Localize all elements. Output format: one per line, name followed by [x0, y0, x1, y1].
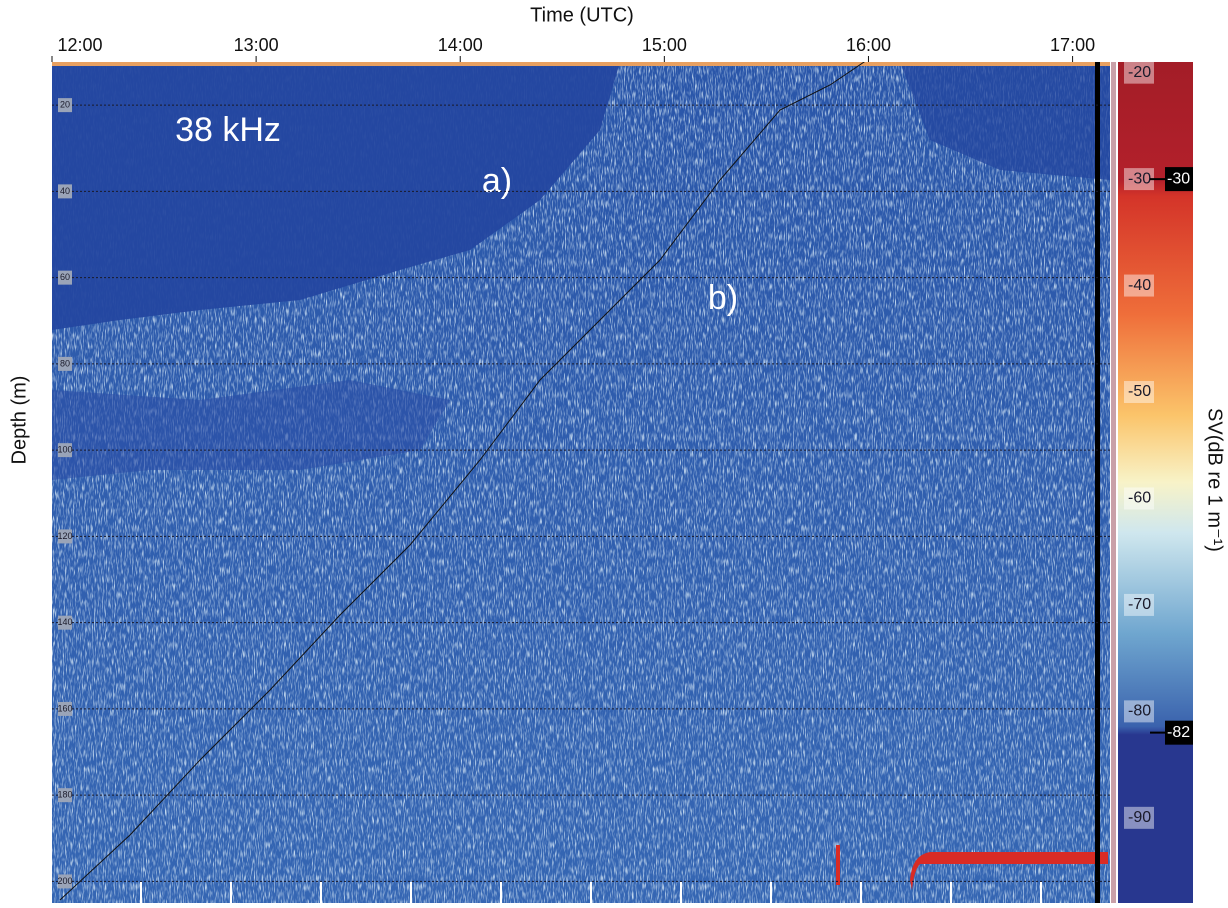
x-axis-label: Time (UTC) [530, 4, 634, 26]
y-tick-label: 120 [57, 531, 72, 541]
y-tick-label: 100 [57, 445, 72, 455]
y-tick-label: 160 [57, 703, 72, 713]
echogram [52, 58, 1110, 903]
colorbar-tick-label: -40 [1128, 277, 1151, 294]
chart: Time (UTC) Depth (m) SV(dB re 1 m⁻¹) 38 … [0, 0, 1228, 903]
colorbar-tick-label: -50 [1128, 383, 1151, 400]
x-tick-label: 12:00 [57, 35, 102, 55]
y-tick-label: 200 [57, 876, 72, 886]
colorbar-edge [1111, 62, 1116, 903]
x-tick-label: 14:00 [438, 35, 483, 55]
colorbar-tick-label: -20 [1128, 64, 1151, 81]
threshold-label: -30 [1167, 170, 1190, 187]
colorbar-tick-label: -90 [1128, 809, 1151, 826]
annotation: a) [482, 162, 512, 200]
colorbar-tick-label: -80 [1128, 703, 1151, 720]
colorbar-tick-label: -30 [1128, 170, 1151, 187]
y-tick-label: 180 [57, 790, 72, 800]
x-tick-label: 13:00 [234, 35, 279, 55]
y-tick-label: 140 [57, 617, 72, 627]
y-tick-label: 60 [60, 272, 70, 282]
colorbar-label: SV(dB re 1 m⁻¹) [1204, 408, 1226, 552]
seabed-echo [836, 845, 840, 885]
colorbar-tick-label: -70 [1128, 596, 1151, 613]
colorbar-tick-label: -60 [1128, 490, 1151, 507]
x-tick-label: 16:00 [846, 35, 891, 55]
annotation: b) [708, 279, 738, 317]
marker-line [1095, 62, 1100, 903]
y-tick-label: 40 [60, 186, 70, 196]
annotation: 38 kHz [175, 111, 281, 149]
x-tick-label: 17:00 [1050, 35, 1095, 55]
y-tick-label: 80 [60, 358, 70, 368]
y-tick-label: 20 [60, 100, 70, 110]
threshold-label: -82 [1167, 724, 1190, 741]
surface [52, 62, 1110, 66]
y-axis-label: Depth (m) [8, 376, 30, 465]
x-tick-label: 15:00 [642, 35, 687, 55]
